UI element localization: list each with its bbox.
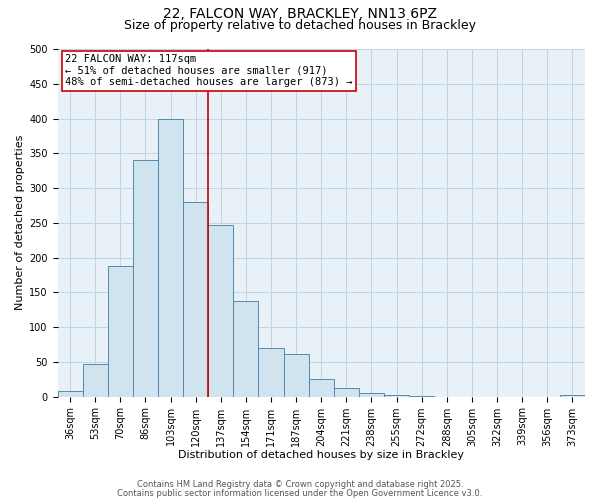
Text: 22 FALCON WAY: 117sqm
← 51% of detached houses are smaller (917)
48% of semi-det: 22 FALCON WAY: 117sqm ← 51% of detached …: [65, 54, 353, 88]
Bar: [308, 379, 334, 396]
Bar: [233, 302, 259, 396]
Bar: [133, 160, 158, 396]
Bar: [259, 348, 284, 397]
Bar: [334, 388, 359, 396]
Bar: [560, 394, 585, 396]
Text: 22, FALCON WAY, BRACKLEY, NN13 6PZ: 22, FALCON WAY, BRACKLEY, NN13 6PZ: [163, 8, 437, 22]
Text: Size of property relative to detached houses in Brackley: Size of property relative to detached ho…: [124, 19, 476, 32]
Bar: [208, 225, 233, 396]
X-axis label: Distribution of detached houses by size in Brackley: Distribution of detached houses by size …: [178, 450, 464, 460]
Text: Contains HM Land Registry data © Crown copyright and database right 2025.: Contains HM Land Registry data © Crown c…: [137, 480, 463, 489]
Bar: [58, 391, 83, 396]
Bar: [83, 364, 108, 396]
Bar: [108, 266, 133, 396]
Bar: [384, 395, 409, 396]
Bar: [158, 118, 183, 396]
Bar: [183, 202, 208, 396]
Bar: [359, 393, 384, 396]
Bar: [284, 354, 308, 397]
Y-axis label: Number of detached properties: Number of detached properties: [15, 135, 25, 310]
Text: Contains public sector information licensed under the Open Government Licence v3: Contains public sector information licen…: [118, 488, 482, 498]
